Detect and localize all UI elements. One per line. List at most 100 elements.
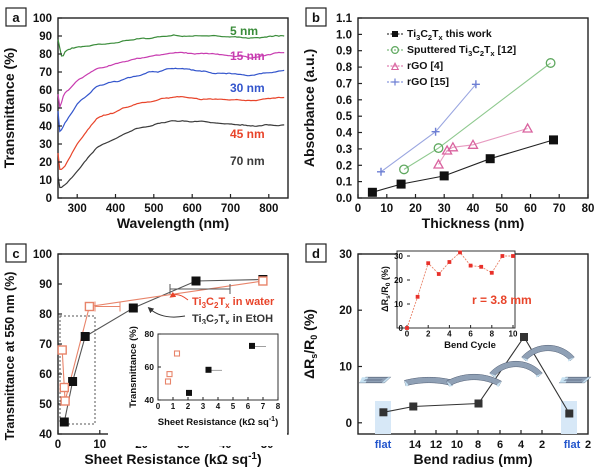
svg-text:a: a xyxy=(12,10,20,25)
svg-text:rGO [4]: rGO [4] xyxy=(407,60,443,72)
svg-text:8: 8 xyxy=(490,330,495,339)
svg-text:8: 8 xyxy=(475,439,481,451)
svg-text:8: 8 xyxy=(276,402,281,411)
svg-text:4: 4 xyxy=(518,439,525,451)
svg-text:Sputtered Ti3C2Tx [12]: Sputtered Ti3C2Tx [12] xyxy=(407,44,516,58)
svg-text:50: 50 xyxy=(495,203,508,215)
svg-text:0: 0 xyxy=(405,330,410,339)
svg-text:3: 3 xyxy=(201,402,206,411)
svg-text:400: 400 xyxy=(106,203,125,215)
svg-text:40: 40 xyxy=(39,121,52,133)
svg-text:Wavelength (nm): Wavelength (nm) xyxy=(117,215,229,231)
svg-text:50: 50 xyxy=(39,399,52,411)
svg-text:30: 30 xyxy=(339,249,352,261)
svg-text:1: 1 xyxy=(171,402,176,411)
svg-text:70: 70 xyxy=(39,339,52,351)
svg-text:15 nm: 15 nm xyxy=(230,49,265,63)
svg-text:Bend radius (mm): Bend radius (mm) xyxy=(413,451,532,467)
svg-text:0: 0 xyxy=(399,324,404,333)
svg-text:10: 10 xyxy=(451,439,463,451)
svg-text:40: 40 xyxy=(145,395,155,405)
svg-text:6: 6 xyxy=(497,439,503,451)
svg-text:6: 6 xyxy=(468,330,473,339)
svg-text:90: 90 xyxy=(39,31,52,43)
svg-text:700: 700 xyxy=(221,203,240,215)
svg-text:d: d xyxy=(312,246,320,261)
svg-text:Transmittance (%): Transmittance (%) xyxy=(128,326,139,408)
svg-text:1.1: 1.1 xyxy=(336,13,353,25)
svg-text:30: 30 xyxy=(438,203,451,215)
svg-text:20: 20 xyxy=(409,203,422,215)
svg-text:Bend Cycle: Bend Cycle xyxy=(444,340,496,351)
svg-text:10: 10 xyxy=(509,330,518,339)
svg-text:30: 30 xyxy=(39,139,52,151)
svg-text:7: 7 xyxy=(261,402,266,411)
svg-text:ΔRs/R0 (%): ΔRs/R0 (%) xyxy=(380,266,392,312)
svg-text:100: 100 xyxy=(33,249,52,261)
svg-text:0.1: 0.1 xyxy=(336,177,353,189)
svg-text:5: 5 xyxy=(231,402,236,411)
svg-text:r = 3.8 mm: r = 3.8 mm xyxy=(472,293,532,307)
svg-text:b: b xyxy=(312,10,320,25)
svg-text:Ti3C2Tx this work: Ti3C2Tx this work xyxy=(407,28,492,42)
svg-text:600: 600 xyxy=(183,203,202,215)
svg-text:1.0: 1.0 xyxy=(336,29,352,41)
svg-text:2: 2 xyxy=(585,439,591,451)
svg-text:70 nm: 70 nm xyxy=(230,154,265,168)
svg-text:70: 70 xyxy=(553,203,566,215)
svg-text:60: 60 xyxy=(524,203,537,215)
svg-text:20: 20 xyxy=(394,276,403,285)
svg-text:flat: flat xyxy=(375,439,392,451)
svg-text:40: 40 xyxy=(467,203,480,215)
svg-text:60: 60 xyxy=(39,85,52,97)
svg-text:0: 0 xyxy=(346,418,352,430)
svg-text:0.5: 0.5 xyxy=(336,111,353,123)
svg-text:Ti3C2Tx in water: Ti3C2Tx in water xyxy=(192,296,275,310)
svg-text:0: 0 xyxy=(156,402,161,411)
svg-text:4: 4 xyxy=(447,330,452,339)
svg-text:0: 0 xyxy=(55,439,61,451)
svg-text:80: 80 xyxy=(582,203,595,215)
svg-text:80: 80 xyxy=(145,329,155,339)
svg-text:2: 2 xyxy=(426,330,431,339)
svg-text:30: 30 xyxy=(394,252,403,261)
svg-text:Thickness (nm): Thickness (nm) xyxy=(422,215,525,231)
svg-text:0.8: 0.8 xyxy=(336,62,353,74)
svg-text:0: 0 xyxy=(46,193,52,205)
svg-text:12: 12 xyxy=(430,439,442,451)
svg-text:4: 4 xyxy=(216,402,221,411)
svg-text:6: 6 xyxy=(246,402,251,411)
svg-text:Absorbance (a.u.): Absorbance (a.u.) xyxy=(301,49,317,167)
svg-text:flat: flat xyxy=(564,439,581,451)
svg-text:800: 800 xyxy=(259,203,278,215)
svg-text:0.3: 0.3 xyxy=(336,144,352,156)
svg-text:30 nm: 30 nm xyxy=(230,81,265,95)
svg-text:Transmittance (%): Transmittance (%) xyxy=(1,48,17,169)
svg-text:40: 40 xyxy=(39,429,52,441)
svg-text:100: 100 xyxy=(33,13,52,25)
svg-text:10: 10 xyxy=(394,300,403,309)
svg-text:rGO [15]: rGO [15] xyxy=(407,76,449,88)
svg-text:5 nm: 5 nm xyxy=(230,24,258,38)
svg-text:Sheet Resistance (kΩ sq-1): Sheet Resistance (kΩ sq-1) xyxy=(84,451,261,467)
svg-text:45 nm: 45 nm xyxy=(230,127,265,141)
svg-text:ΔRs/R0 (%): ΔRs/R0 (%) xyxy=(301,309,319,379)
svg-text:70: 70 xyxy=(39,67,52,79)
svg-text:20: 20 xyxy=(39,157,52,169)
svg-text:300: 300 xyxy=(68,203,87,215)
svg-text:Transmittance at 550 nm (%): Transmittance at 550 nm (%) xyxy=(3,272,17,441)
svg-text:Sheet Resistance (kΩ sq-1): Sheet Resistance (kΩ sq-1) xyxy=(158,416,279,428)
svg-text:80: 80 xyxy=(39,309,52,321)
svg-text:0.2: 0.2 xyxy=(336,160,352,172)
svg-text:2: 2 xyxy=(186,402,191,411)
svg-text:14: 14 xyxy=(409,439,422,451)
svg-text:80: 80 xyxy=(39,49,52,61)
svg-text:0.9: 0.9 xyxy=(336,46,352,58)
svg-text:0.6: 0.6 xyxy=(336,95,352,107)
svg-text:10: 10 xyxy=(39,175,52,187)
svg-text:10: 10 xyxy=(380,203,393,215)
svg-text:10: 10 xyxy=(93,439,106,451)
svg-text:60: 60 xyxy=(39,369,52,381)
svg-text:2: 2 xyxy=(539,439,545,451)
svg-text:0.7: 0.7 xyxy=(336,79,352,91)
